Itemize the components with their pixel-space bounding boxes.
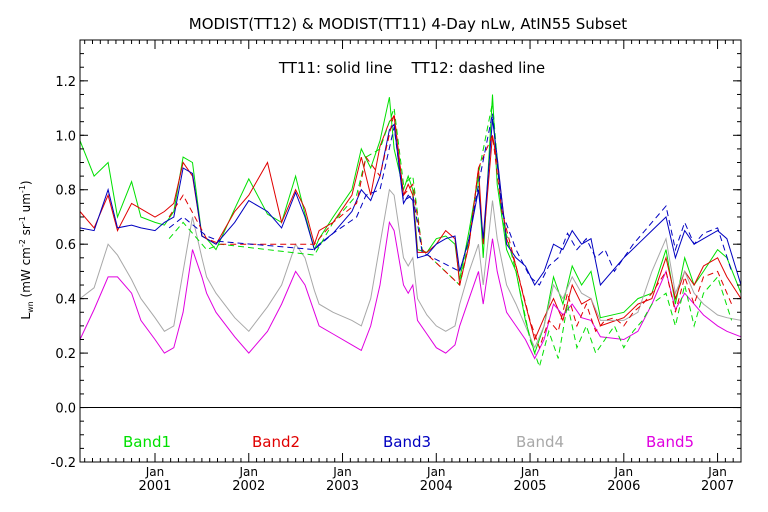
- y-axis-label-close: ): [19, 180, 33, 185]
- x-tick-label-year: 2003: [326, 479, 359, 494]
- y-axis-label-main: L: [19, 313, 33, 320]
- x-tick-label-year: 2005: [513, 479, 546, 494]
- legend-label-band5: Band5: [646, 433, 694, 451]
- y-axis-label-units: (mW cm: [19, 247, 33, 297]
- chart-title: MODIST(TT12) & MODIST(TT11) 4-Day nLw, A…: [189, 15, 628, 33]
- x-tick-label-month: Jan: [520, 465, 540, 479]
- y-tick-label: 0.0: [55, 402, 76, 417]
- x-tick-label-month: Jan: [614, 465, 634, 479]
- plot-frame: [79, 39, 742, 463]
- series-line-band2: [79, 115, 742, 342]
- x-tick-label-year: 2004: [420, 479, 453, 494]
- y-axis-label-exp3: -1: [18, 185, 27, 193]
- y-axis-label-sr: sr: [19, 224, 33, 239]
- x-tick-label-month: Jan: [145, 465, 165, 479]
- series-line-band3: [79, 118, 742, 287]
- y-axis-label-exp2: -1: [18, 216, 27, 224]
- y-tick-label: -0.2: [51, 456, 76, 471]
- x-tick-label-month: Jan: [426, 465, 446, 479]
- x-tick-label-month: Jan: [239, 465, 259, 479]
- x-tick-label-year: 2006: [607, 479, 640, 494]
- y-tick-label: 0.4: [55, 293, 76, 308]
- chart-annotation: TT11: solid line TT12: dashed line: [278, 59, 545, 77]
- legend-label-band2: Band2: [252, 433, 300, 451]
- plot-area: -0.20.00.20.40.60.81.01.2Jan2001Jan2002J…: [51, 39, 742, 494]
- y-axis-label-um: um: [19, 193, 33, 216]
- legend-label-band4: Band4: [516, 433, 564, 451]
- x-tick-label-year: 2001: [138, 479, 171, 494]
- y-axis-label-sub: wn: [26, 301, 35, 313]
- y-tick-label: 0.8: [55, 184, 76, 199]
- x-tick-label-month: Jan: [707, 465, 727, 479]
- legend-label-band3: Band3: [383, 433, 431, 451]
- series-line-band5: [79, 220, 742, 360]
- y-tick-label: 0.6: [55, 238, 76, 253]
- series-line-band4: [79, 188, 742, 349]
- y-axis-label-exp1: -2: [18, 239, 27, 247]
- x-tick-label-month: Jan: [332, 465, 352, 479]
- series-dashed-line-band1: [168, 102, 733, 369]
- series-dashed-line-band2: [168, 113, 733, 350]
- series-line-band1: [79, 94, 742, 355]
- x-tick-label-year: 2002: [232, 479, 265, 494]
- x-tick-label-year: 2007: [701, 479, 734, 494]
- y-axis-label: Lwn (mW cm-2 sr-1 um-1): [18, 180, 35, 319]
- series-dashed-line-band3: [168, 113, 733, 286]
- y-tick-label: 1.2: [55, 75, 76, 90]
- y-tick-label: 1.0: [55, 129, 76, 144]
- legend-label-band1: Band1: [123, 433, 171, 451]
- y-tick-label: 0.2: [55, 347, 76, 362]
